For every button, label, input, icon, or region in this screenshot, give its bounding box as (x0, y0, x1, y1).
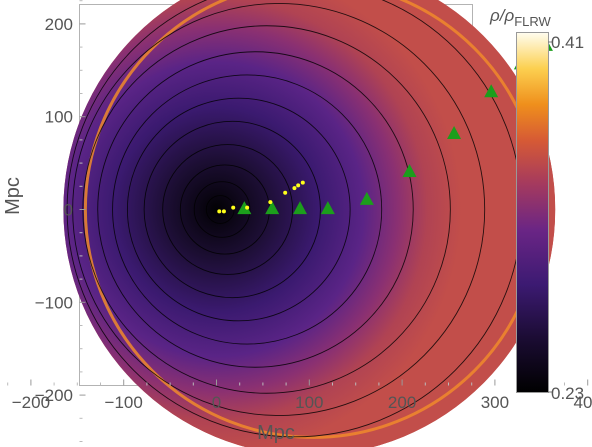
contour-lines (66, 0, 523, 438)
contour-line (143, 120, 321, 299)
dot-marker (245, 205, 250, 210)
x-tick-label: 400 (574, 393, 592, 412)
contour-line (72, 3, 486, 416)
triangle-marker (447, 125, 462, 139)
dot-marker (300, 180, 305, 185)
y-tick-label: −200 (35, 386, 73, 405)
triangle-marker (293, 201, 308, 215)
triangle-marker (359, 191, 374, 205)
triangle-marker (484, 84, 499, 98)
contour-line (205, 195, 235, 224)
colorbar-max-label: 0.41 (551, 33, 584, 52)
y-tick-label: 100 (45, 108, 73, 127)
contour-line (97, 51, 414, 368)
contour-line (162, 144, 294, 275)
dot-marker (296, 183, 301, 188)
x-tick-label: −200 (12, 393, 50, 412)
x-tick-label: −100 (105, 393, 143, 412)
x-tick-label: 300 (481, 393, 509, 412)
dot-marker (268, 200, 273, 205)
triangle-marker (320, 201, 335, 215)
triangle-marker (265, 201, 280, 215)
x-axis-title: Mpc (257, 422, 295, 444)
contour-line (112, 74, 383, 345)
triangle-marker (402, 164, 417, 178)
x-axis: −200 −100 0 100 200 300 400 (7, 379, 592, 412)
colorbar-min-label: 0.23 (551, 384, 584, 403)
dot-marker (283, 190, 288, 195)
colorbar-gradient (516, 32, 549, 393)
contour-line (126, 97, 351, 322)
triangle-marker (237, 201, 252, 215)
dot-marker (231, 205, 236, 210)
x-tick-label: 0 (212, 393, 221, 412)
y-tick-label: −100 (35, 293, 73, 312)
y-tick-label: 0 (64, 201, 73, 220)
y-tick-label: 200 (45, 15, 73, 34)
dot-marker (217, 209, 222, 214)
x-tick-label: 200 (388, 393, 416, 412)
colorbar-title-subscript: FLRW (514, 14, 551, 29)
x-tick-label: 100 (295, 393, 323, 412)
dot-marker (292, 186, 297, 191)
dot-marker (221, 209, 226, 214)
colorbar-title-main: ρ/ρ (489, 6, 514, 25)
y-axis-title: Mpc (2, 177, 24, 215)
colorbar-title: ρ/ρFLRW (489, 6, 552, 29)
colorbar: ρ/ρFLRW 0.41 0.23 (489, 6, 584, 403)
contour-line (193, 181, 251, 238)
